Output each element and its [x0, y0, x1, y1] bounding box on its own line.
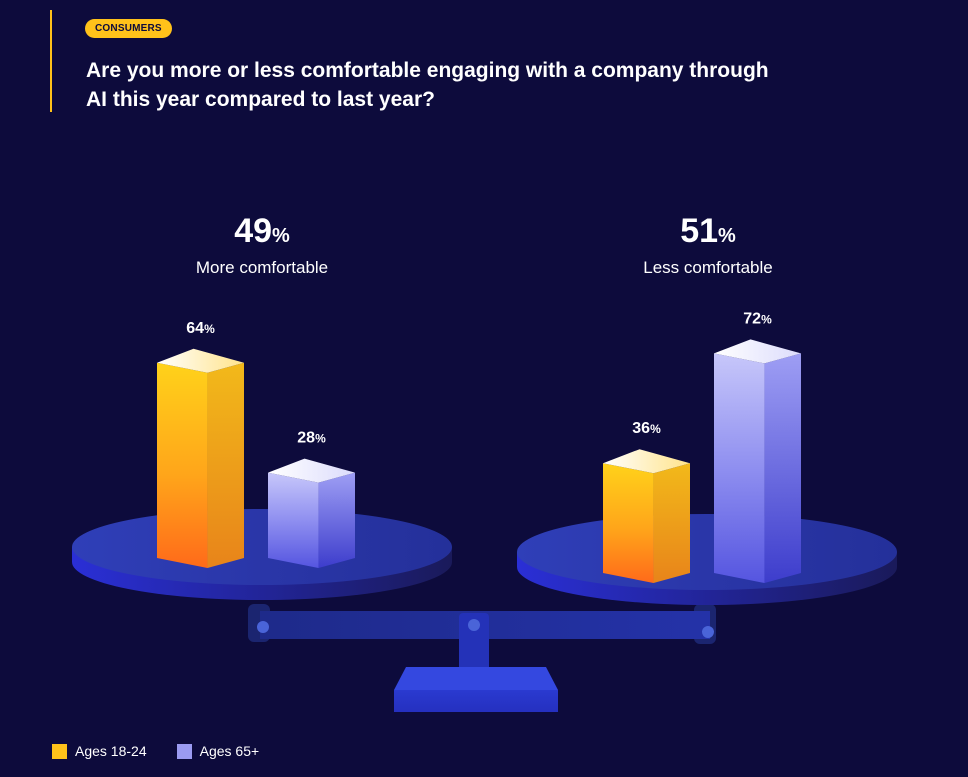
bar-side-face	[318, 472, 355, 568]
legend: Ages 18-24 Ages 65+	[52, 743, 259, 759]
right-pan	[517, 514, 897, 605]
bar-side-face	[764, 353, 801, 583]
category-tag: CONSUMERS	[85, 19, 172, 38]
group-label-more: More comfortable	[195, 258, 329, 277]
legend-swatch-purple	[176, 743, 192, 759]
group-total-value: 51	[680, 212, 719, 250]
bar-ages-65--more-comfortable: 28%	[268, 430, 355, 568]
bar-value-label: 72%	[743, 310, 772, 327]
bar-value-label: 28%	[297, 430, 326, 447]
legend-label: Ages 18-24	[75, 743, 147, 759]
group-total-unit: %	[272, 225, 290, 247]
question-title: Are you more or less comfortable engagin…	[86, 59, 769, 111]
base-top	[394, 667, 558, 690]
beam-pivot-left	[257, 621, 269, 633]
base-front	[394, 690, 558, 712]
accent-line	[50, 10, 52, 112]
bar-front-face	[268, 472, 319, 568]
legend-label: Ages 65+	[199, 743, 260, 759]
bar-ages-18-24-more-comfortable: 64%	[157, 320, 244, 568]
bar-ages-18-24-less-comfortable: 36%	[603, 420, 690, 583]
left-pan	[72, 509, 452, 600]
bar-top-face	[714, 339, 801, 364]
bar-top-face	[603, 449, 690, 474]
group-total-unit: %	[718, 225, 736, 247]
group-total-less: 51%	[558, 212, 858, 251]
beam-pivot-right	[702, 626, 714, 638]
bar-side-face	[653, 463, 690, 583]
bar-top-face	[157, 348, 244, 373]
group-total-value: 49	[234, 212, 273, 250]
bar-top-face	[268, 458, 355, 483]
scale-stand	[248, 604, 716, 712]
bar-front-face	[714, 353, 765, 583]
post-pivot	[468, 619, 480, 631]
legend-item-ages-18-24: Ages 18-24	[52, 743, 147, 759]
legend-item-ages-65-plus: Ages 65+	[176, 743, 260, 759]
legend-swatch-yellow	[52, 743, 67, 759]
bar-side-face	[207, 362, 244, 568]
bar-ages-65--less-comfortable: 72%	[714, 310, 801, 583]
bar-value-label: 36%	[632, 420, 661, 437]
bar-front-face	[157, 362, 208, 568]
bar-front-face	[603, 463, 654, 583]
bars: 64% 28% 36% 72%	[157, 310, 801, 583]
group-label-less: Less comfortable	[643, 258, 773, 277]
bar-value-label: 64%	[186, 320, 215, 337]
group-total-more: 49%	[112, 212, 412, 251]
